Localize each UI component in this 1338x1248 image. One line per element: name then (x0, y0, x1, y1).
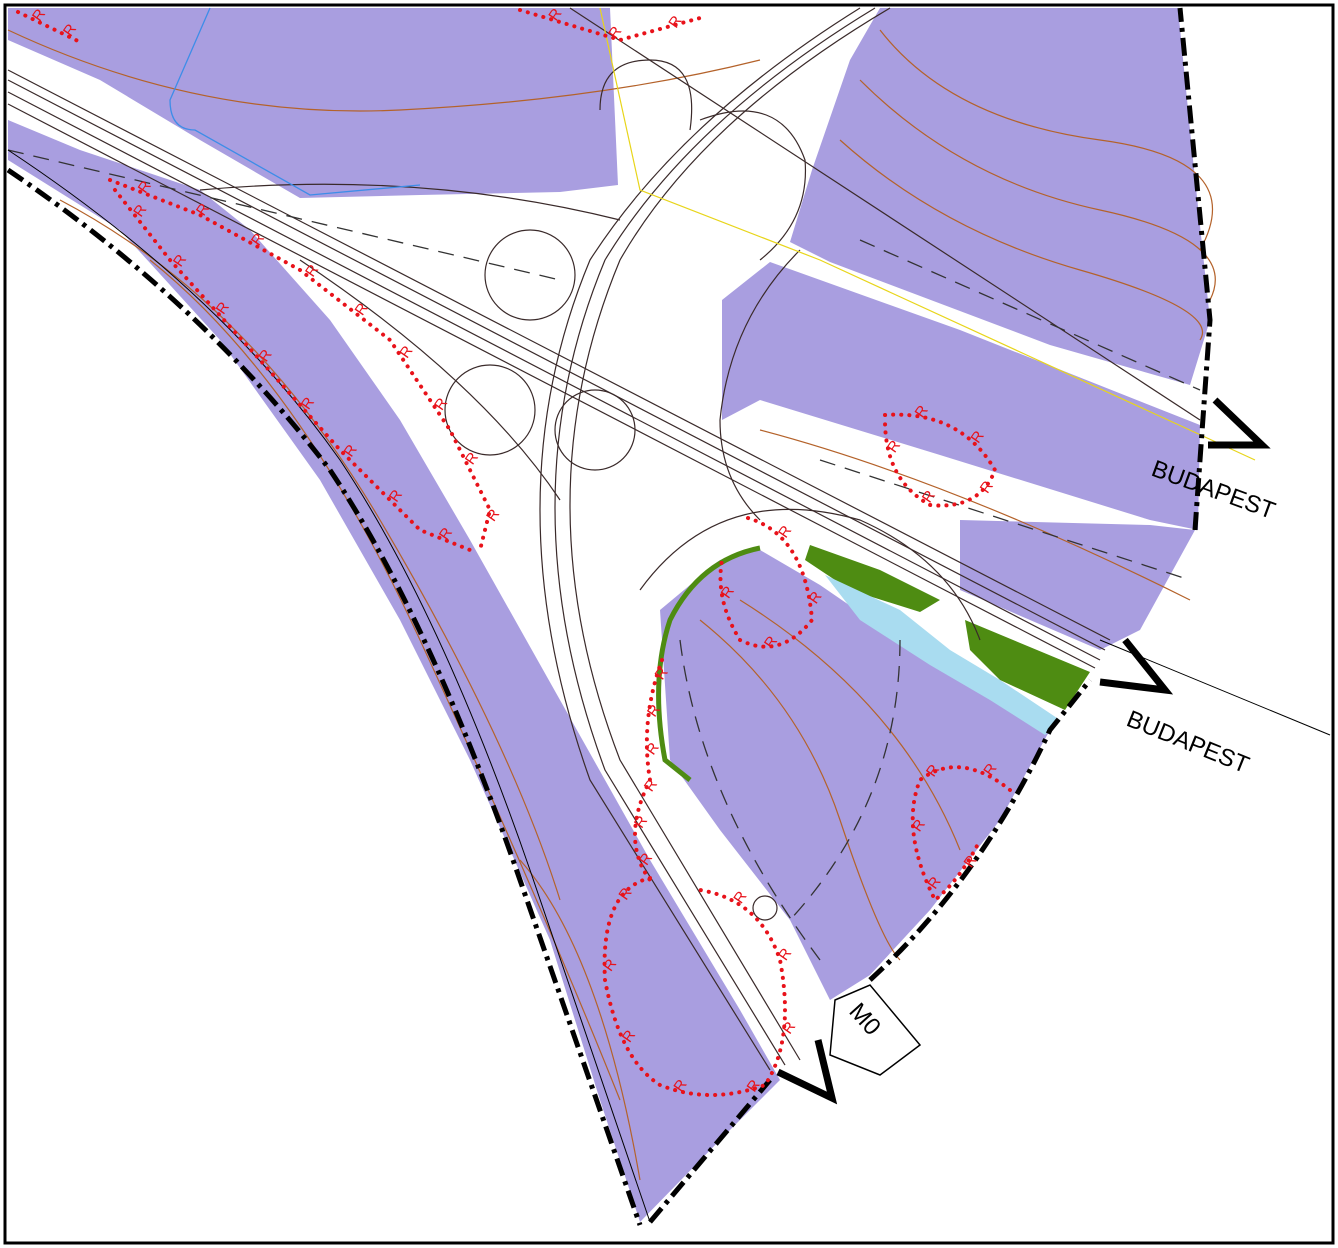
r-marker: R (977, 478, 997, 497)
road (554, 7, 876, 1066)
r-marker: R (730, 888, 750, 907)
r-route (16, 10, 82, 44)
contour (149, 259, 621, 1101)
dashed-line (859, 239, 1201, 391)
r-marker: R (396, 343, 416, 362)
road (569, 7, 891, 1061)
dashed-line (789, 639, 901, 921)
contour (699, 619, 901, 961)
road (539, 7, 861, 1071)
yellow-line (599, 7, 1256, 461)
r-marker: R (631, 813, 651, 832)
contour (59, 199, 561, 901)
r-marker: R (462, 449, 482, 468)
contour (859, 79, 1216, 301)
road (569, 7, 1201, 421)
direction-arrow (1099, 637, 1174, 695)
zone (722, 262, 1200, 530)
zone (960, 520, 1195, 650)
r-route (518, 8, 702, 43)
r-route (910, 765, 1012, 904)
road (719, 249, 801, 521)
contour (759, 429, 1191, 601)
leader-line (1099, 639, 1331, 736)
road (639, 508, 981, 641)
water (825, 575, 1060, 735)
road (199, 183, 621, 221)
r-marker: R (302, 261, 322, 280)
dashed-line (679, 639, 821, 961)
r-route (602, 876, 787, 1097)
green-area (805, 545, 940, 612)
place-label: BUDAPEST (1123, 706, 1253, 780)
roundabout (752, 895, 778, 921)
dashed-line (819, 459, 1191, 581)
shield (829, 984, 922, 1076)
road-loop (444, 364, 536, 456)
dashed-line (7, 149, 561, 281)
r-route (633, 658, 664, 882)
contour (739, 599, 961, 851)
r-route (108, 178, 493, 552)
r-route (883, 412, 998, 508)
road (599, 59, 693, 131)
boundary (648, 7, 1213, 1224)
r-route (113, 188, 472, 552)
zone (790, 8, 1210, 385)
direction-arrow (1208, 397, 1271, 449)
blue-line (169, 7, 421, 196)
road-loop (554, 389, 636, 471)
boundary (7, 167, 643, 1226)
r-marker: R (775, 522, 795, 541)
r-marker: R (775, 945, 795, 964)
green-edge (656, 545, 761, 782)
road-loop (484, 229, 576, 321)
zone (8, 120, 780, 1222)
zones (8, 8, 1210, 1222)
frame (3, 3, 1335, 1245)
road (299, 259, 561, 501)
zone (8, 8, 618, 198)
r-route (718, 516, 815, 649)
road (699, 110, 807, 261)
contour (839, 139, 1203, 341)
roads (7, 7, 1201, 1071)
direction-arrow (776, 1039, 838, 1105)
contour (879, 29, 1214, 251)
contour (519, 859, 641, 1181)
dashed-lines (7, 149, 1201, 961)
r-marker: R (919, 487, 939, 506)
green-area (965, 620, 1090, 710)
r-marker: R (431, 395, 451, 414)
contour (7, 29, 761, 112)
zone (660, 550, 1050, 1000)
boundary (7, 149, 651, 1223)
map-body: RRRRRRRRRRRRRRRRRRRRRRRRRRRRRRRRRRRRRRRR… (7, 7, 1331, 1226)
contours (7, 29, 1216, 1181)
